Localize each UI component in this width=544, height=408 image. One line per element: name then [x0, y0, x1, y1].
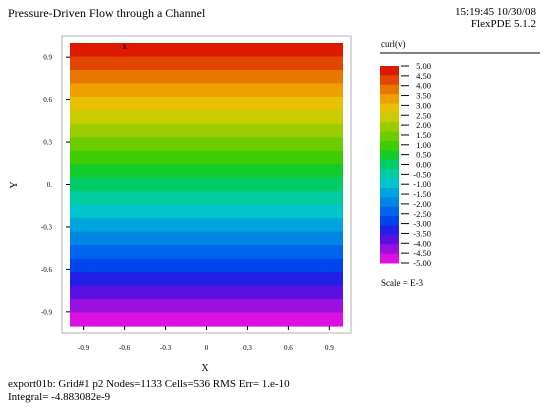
y-tick-label: 0.9	[43, 54, 52, 62]
legend-swatch	[380, 75, 399, 86]
contour-band	[70, 123, 343, 138]
contour-bands	[70, 43, 343, 327]
legend-value: -3.50	[413, 228, 431, 238]
legend-swatch	[380, 178, 399, 189]
legend-swatch	[380, 197, 399, 208]
contour-band	[70, 69, 343, 85]
x-tick-label: 0.9	[325, 344, 334, 352]
legend-swatch	[380, 66, 399, 76]
y-tick-label: 0.6	[43, 96, 52, 104]
legend-value: 3.50	[416, 91, 431, 101]
contour-band	[70, 312, 343, 327]
legend-swatch	[380, 206, 399, 217]
footer-integral: Integral= -4.883082e-9	[8, 391, 111, 403]
contour-band	[70, 56, 343, 71]
y-tick-label: -0.3	[41, 223, 53, 231]
legend-value: -1.50	[413, 189, 431, 199]
contour-band	[70, 110, 343, 125]
contour-band	[70, 231, 343, 246]
x-tick-label: 0.6	[284, 344, 293, 352]
x-axis-ticks: -0.9 -0.6 -0.3 0 0.3 0.6 0.9	[78, 326, 334, 352]
contour-band	[70, 258, 343, 273]
contour-band	[70, 299, 343, 314]
legend-swatch	[380, 187, 399, 198]
timestamp: 15:19:45 10/30/08	[455, 6, 536, 18]
legend: 5.004.504.003.503.002.502.001.501.000.50…	[380, 61, 431, 268]
contour-band	[70, 272, 343, 287]
legend-swatch	[380, 131, 399, 142]
legend-value: 1.00	[416, 140, 431, 150]
y-axis-label: Y	[9, 181, 20, 188]
legend-value: 2.00	[416, 120, 431, 130]
legend-value: 2.50	[416, 110, 431, 120]
legend-value: -4.50	[413, 248, 431, 258]
contour-band	[70, 96, 343, 111]
legend-swatch	[380, 159, 399, 170]
x-tick-label: -0.6	[119, 344, 131, 352]
contour-band	[70, 204, 343, 219]
contour-band	[70, 43, 343, 58]
x-axis-label: X	[201, 363, 209, 374]
legend-swatch	[380, 225, 399, 236]
legend-value: 3.00	[416, 100, 431, 110]
legend-swatch	[380, 169, 399, 180]
x-tick-label: 0.3	[243, 344, 252, 352]
legend-value: 4.50	[416, 71, 431, 81]
x-tick-label: 0	[205, 344, 209, 352]
contour-band	[70, 177, 343, 192]
legend-swatch	[380, 94, 399, 105]
contour-band	[70, 150, 343, 165]
legend-value: -4.00	[413, 238, 431, 248]
legend-swatch	[380, 216, 399, 226]
legend-value: -1.00	[413, 179, 431, 189]
legend-swatch	[380, 84, 399, 95]
chart-title: Pressure-Driven Flow through a Channel	[8, 6, 206, 20]
legend-swatch	[380, 244, 399, 255]
contour-band	[70, 83, 343, 98]
legend-value: -3.00	[413, 219, 431, 229]
contour-band	[70, 285, 343, 300]
y-tick-label: -0.6	[41, 266, 53, 274]
y-tick-label: 0.3	[43, 139, 52, 147]
legend-swatch	[380, 253, 399, 264]
legend-value: -0.50	[413, 169, 431, 179]
y-tick-label: 0.	[47, 181, 53, 189]
legend-scale: Scale = E-3	[381, 278, 424, 288]
legend-value: 5.00	[416, 61, 431, 71]
legend-value: -2.50	[413, 209, 431, 219]
x-tick-label: -0.9	[78, 344, 90, 352]
legend-swatch	[380, 122, 399, 133]
footer-stats: export01b: Grid#1 p2 Nodes=1133 Cells=53…	[8, 378, 290, 390]
y-axis-ticks: 0.9 0.6 0.3 0. -0.3 -0.6 -0.9	[41, 54, 70, 316]
plot-frame	[61, 35, 352, 334]
max-marker: x	[122, 41, 127, 51]
x-tick-label: -0.3	[160, 344, 172, 352]
software-version: FlexPDE 5.1.2	[470, 18, 536, 30]
contour-band	[70, 245, 343, 260]
legend-value: 1.50	[416, 130, 431, 140]
legend-swatch	[380, 112, 399, 123]
legend-swatch	[380, 141, 399, 151]
y-tick-label: -0.9	[41, 308, 53, 316]
legend-swatch	[380, 234, 399, 245]
contour-band	[70, 218, 343, 233]
legend-value: 0.50	[416, 150, 431, 160]
contour-band	[70, 164, 343, 179]
contour-band	[70, 191, 343, 206]
contour-band	[70, 137, 343, 152]
legend-value: -2.00	[413, 199, 431, 209]
legend-swatch	[380, 103, 399, 114]
legend-swatch	[380, 150, 399, 161]
legend-title: curl(v)	[381, 39, 406, 49]
legend-value: -5.00	[413, 258, 431, 268]
legend-value: 0.00	[416, 160, 431, 170]
legend-value: 4.00	[416, 81, 431, 91]
